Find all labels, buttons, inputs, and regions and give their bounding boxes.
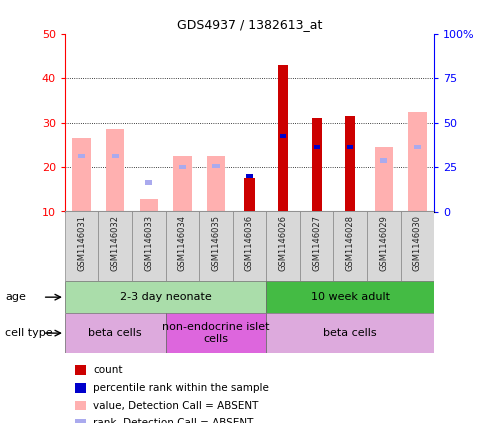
- Text: GSM1146036: GSM1146036: [245, 215, 254, 271]
- Bar: [345, 116, 355, 212]
- Text: value, Detection Call = ABSENT: value, Detection Call = ABSENT: [93, 401, 258, 411]
- Text: age: age: [5, 292, 26, 302]
- Bar: [280, 134, 286, 138]
- Bar: [179, 165, 186, 169]
- Bar: [98, 212, 132, 281]
- Bar: [65, 281, 266, 313]
- Bar: [166, 313, 266, 353]
- Bar: [347, 145, 353, 149]
- Bar: [207, 156, 225, 212]
- Bar: [65, 212, 98, 281]
- Bar: [375, 147, 393, 212]
- Bar: [199, 212, 233, 281]
- Bar: [145, 181, 153, 185]
- Text: percentile rank within the sample: percentile rank within the sample: [93, 383, 269, 393]
- Bar: [300, 212, 333, 281]
- Bar: [166, 212, 199, 281]
- Text: beta cells: beta cells: [323, 328, 377, 338]
- Bar: [65, 313, 166, 353]
- Bar: [401, 212, 434, 281]
- Text: 2-3 day neonate: 2-3 day neonate: [120, 292, 212, 302]
- Bar: [266, 281, 434, 313]
- Bar: [78, 154, 85, 158]
- Text: GSM1146031: GSM1146031: [77, 215, 86, 271]
- Bar: [278, 65, 288, 211]
- Bar: [333, 212, 367, 281]
- Bar: [132, 212, 166, 281]
- Bar: [367, 212, 401, 281]
- Text: count: count: [93, 365, 123, 375]
- Text: beta cells: beta cells: [88, 328, 142, 338]
- Text: 10 week adult: 10 week adult: [311, 292, 390, 302]
- Bar: [173, 156, 192, 212]
- Bar: [408, 112, 427, 212]
- Text: GSM1146030: GSM1146030: [413, 215, 422, 271]
- Bar: [380, 158, 387, 163]
- Bar: [247, 174, 252, 178]
- Bar: [140, 199, 158, 212]
- Text: GSM1146033: GSM1146033: [144, 215, 153, 271]
- Bar: [112, 154, 119, 158]
- Text: GSM1146032: GSM1146032: [111, 215, 120, 271]
- Text: rank, Detection Call = ABSENT: rank, Detection Call = ABSENT: [93, 418, 253, 423]
- Bar: [245, 178, 254, 212]
- Text: GSM1146028: GSM1146028: [346, 215, 355, 271]
- Bar: [311, 118, 322, 212]
- Bar: [266, 313, 434, 353]
- Text: GSM1146027: GSM1146027: [312, 215, 321, 271]
- Bar: [266, 212, 300, 281]
- Text: GSM1146034: GSM1146034: [178, 215, 187, 271]
- Title: GDS4937 / 1382613_at: GDS4937 / 1382613_at: [177, 18, 322, 31]
- Bar: [233, 212, 266, 281]
- Text: non-endocrine islet
cells: non-endocrine islet cells: [162, 322, 269, 344]
- Bar: [106, 129, 124, 212]
- Bar: [72, 138, 91, 212]
- Bar: [212, 164, 220, 168]
- Bar: [313, 145, 320, 149]
- Text: GSM1146029: GSM1146029: [379, 215, 388, 271]
- Bar: [414, 145, 421, 149]
- Text: GSM1146026: GSM1146026: [278, 215, 287, 271]
- Text: cell type: cell type: [5, 328, 52, 338]
- Text: GSM1146035: GSM1146035: [212, 215, 221, 271]
